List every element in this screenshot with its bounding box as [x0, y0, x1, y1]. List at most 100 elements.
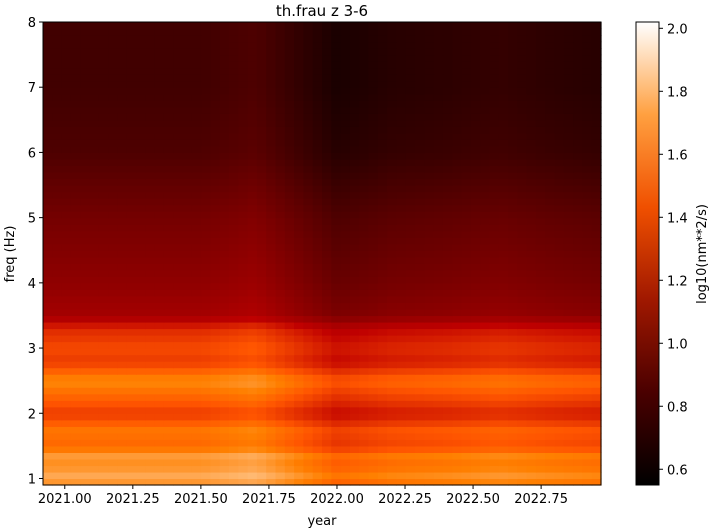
heatmap-cell [210, 80, 221, 88]
heatmap-cell [442, 87, 453, 95]
heatmap-cell [275, 341, 286, 349]
heatmap-cell [70, 198, 81, 206]
heatmap-cell [256, 380, 267, 388]
heatmap-cell [396, 289, 407, 297]
heatmap-cell [284, 276, 295, 284]
heatmap-cell [387, 113, 397, 121]
heatmap-cell [508, 35, 518, 43]
heatmap-cell [349, 452, 360, 460]
heatmap-cell [52, 145, 63, 154]
heatmap-cell [191, 74, 202, 82]
heatmap-cell [470, 374, 481, 382]
heatmap-cell [52, 158, 63, 167]
heatmap-cell [163, 413, 174, 421]
heatmap-cell [284, 41, 295, 49]
heatmap-cell [461, 341, 472, 349]
heatmap-cell [136, 276, 146, 284]
heatmap-cell [201, 152, 211, 160]
heatmap-cell [70, 145, 81, 154]
heatmap-cell [368, 35, 379, 43]
y-tick-label: 3 [28, 342, 36, 357]
heatmap-cell [396, 348, 407, 356]
heatmap-cell [322, 132, 332, 140]
heatmap-cell [591, 132, 602, 140]
heatmap-cell [247, 28, 258, 36]
heatmap-cell [266, 354, 277, 362]
heatmap-cell [433, 367, 444, 375]
heatmap-cell [80, 139, 91, 147]
heatmap-cell [526, 289, 537, 297]
heatmap-cell [191, 185, 202, 193]
heatmap-cell [163, 48, 174, 56]
heatmap-cell [303, 54, 314, 62]
heatmap-cell [442, 61, 453, 69]
heatmap-cell [508, 93, 518, 101]
heatmap-cell [98, 348, 109, 356]
heatmap-cell [322, 458, 332, 467]
heatmap-cell [173, 276, 184, 284]
heatmap-cell [322, 106, 332, 114]
heatmap-cell [70, 321, 81, 330]
heatmap-cell [396, 478, 407, 486]
heatmap-cell [359, 471, 370, 480]
heatmap-cell [108, 217, 118, 225]
heatmap-cell [387, 237, 397, 245]
heatmap-cell [517, 335, 528, 343]
heatmap-cell [247, 419, 258, 427]
heatmap-cell [182, 439, 193, 447]
heatmap-cell [396, 100, 407, 108]
heatmap-cell [229, 452, 239, 460]
heatmap-cell [368, 432, 379, 440]
heatmap-cell [545, 458, 556, 467]
heatmap-cell [173, 367, 184, 375]
heatmap-cell [377, 41, 388, 49]
heatmap-cell [201, 406, 211, 414]
heatmap-cell [266, 282, 277, 290]
heatmap-cell [210, 61, 221, 69]
heatmap-cell [275, 354, 286, 362]
heatmap-cell [43, 230, 53, 238]
heatmap-cell [43, 256, 53, 264]
heatmap-cell [163, 458, 174, 467]
heatmap-cell [396, 445, 407, 453]
heatmap-cell [43, 87, 53, 95]
heatmap-cell [322, 465, 332, 473]
heatmap-cell [173, 41, 184, 49]
heatmap-cell [136, 87, 146, 95]
heatmap-cell [563, 374, 574, 382]
heatmap-cell [349, 380, 360, 388]
heatmap-cell [294, 380, 304, 388]
heatmap-cell [52, 54, 63, 62]
heatmap-cell [470, 341, 481, 349]
heatmap-cell [247, 458, 258, 467]
heatmap-cell [126, 54, 137, 62]
heatmap-cell [98, 478, 109, 486]
heatmap-cell [247, 465, 258, 473]
heatmap-cell [442, 354, 453, 362]
heatmap-cell [517, 315, 528, 323]
heatmap-cell [163, 152, 174, 160]
heatmap-cell [359, 289, 370, 297]
heatmap-cell [275, 171, 286, 180]
heatmap-cell [322, 67, 332, 75]
heatmap-cell [498, 426, 509, 434]
heatmap-cell [442, 185, 453, 193]
heatmap-cell [191, 452, 202, 460]
heatmap-cell [452, 308, 463, 317]
heatmap-cell [229, 445, 239, 453]
heatmap-cell [387, 374, 397, 382]
heatmap-cell [117, 328, 128, 336]
heatmap-cell [43, 211, 53, 219]
heatmap-cell [108, 393, 118, 401]
heatmap-cell [563, 380, 574, 388]
heatmap-cell [80, 243, 91, 251]
heatmap-cell [219, 315, 230, 323]
heatmap-cell [461, 171, 472, 180]
heatmap-cell [545, 211, 556, 219]
heatmap-cell [98, 224, 109, 232]
heatmap-cell [424, 413, 435, 421]
heatmap-cell [433, 67, 444, 75]
heatmap-cell [52, 354, 63, 362]
heatmap-cell [154, 132, 165, 140]
heatmap-cell [43, 367, 53, 375]
